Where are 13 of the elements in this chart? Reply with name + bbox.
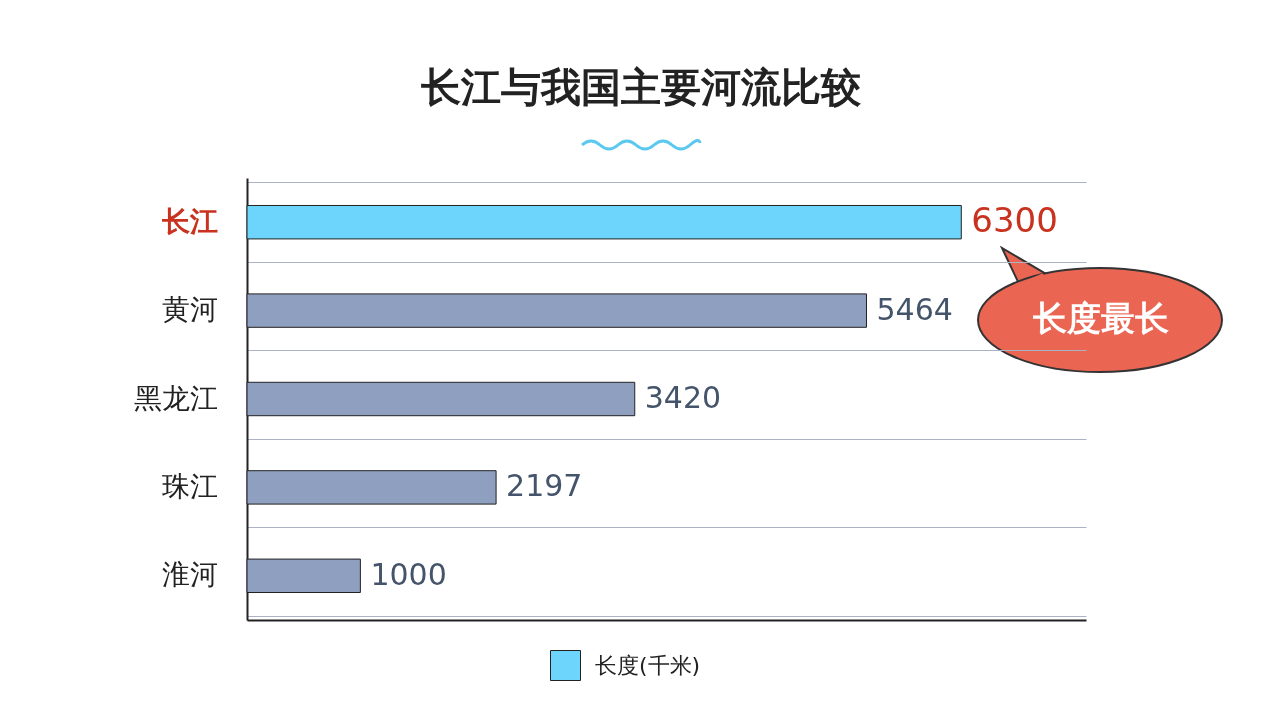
annotation: 长度最长 — [1032, 298, 1170, 339]
y-tick-label: 淮河 — [161, 558, 218, 592]
y-tick-label: 黄河 — [161, 293, 218, 327]
data-label: 2197 — [506, 468, 583, 504]
data-label: 3420 — [644, 380, 722, 415]
chart-title: 长江与我国主要河流比较 — [419, 64, 862, 110]
legend-label: 长度(千米) — [595, 652, 701, 678]
y-tick-label: 黑龙江 — [133, 381, 218, 415]
data-label: 5464 — [876, 291, 953, 327]
data-label: 6300 — [971, 200, 1058, 241]
y-tick-label: 珠江 — [161, 469, 218, 503]
y-tick-label: 长江 — [160, 204, 218, 238]
data-label: 1000 — [370, 556, 447, 592]
